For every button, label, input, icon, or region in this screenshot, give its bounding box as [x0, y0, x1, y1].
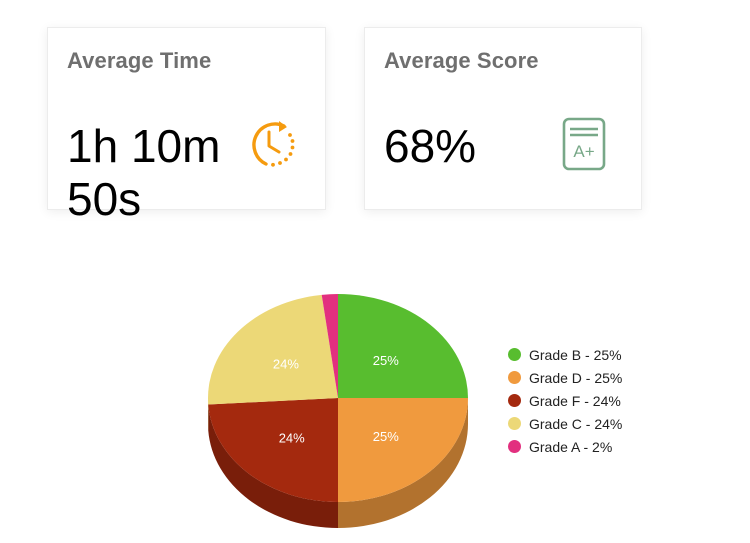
pie-slice-grade-c[interactable]: [208, 294, 338, 405]
legend-dot: [508, 417, 521, 430]
legend-label: Grade B - 25%: [529, 346, 622, 363]
grade-a-plus-icon: A+: [562, 117, 608, 176]
pie-slice-grade-f[interactable]: [208, 398, 338, 502]
slice-label: 24%: [273, 357, 299, 372]
average-score-card: Average Score 68% A+: [364, 27, 642, 210]
legend-dot: [508, 371, 521, 384]
legend-dot: [508, 348, 521, 361]
pie-slice-labels: 25% 25% 24% 24%: [273, 353, 399, 446]
slice-label: 25%: [373, 429, 399, 444]
legend-dot: [508, 394, 521, 407]
slice-label: 25%: [373, 353, 399, 368]
legend-item-grade-b[interactable]: Grade B - 25%: [508, 343, 622, 366]
legend-label: Grade F - 24%: [529, 392, 621, 409]
slice-label: 24%: [279, 430, 305, 445]
svg-text:A+: A+: [573, 142, 594, 161]
legend-label: Grade C - 24%: [529, 415, 623, 432]
pie-slice-grade-d[interactable]: [338, 398, 468, 502]
average-score-title: Average Score: [384, 48, 539, 73]
chart-legend: Grade B - 25% Grade D - 25% Grade F - 24…: [508, 343, 622, 458]
legend-dot: [508, 440, 521, 453]
pie-slice-grade-a[interactable]: [321, 294, 338, 398]
legend-item-grade-a[interactable]: Grade A - 2%: [508, 435, 622, 458]
legend-item-grade-d[interactable]: Grade D - 25%: [508, 366, 622, 389]
average-score-value: 68%: [384, 120, 477, 172]
clock-history-icon: [246, 118, 298, 175]
pie-slice-grade-b[interactable]: [338, 294, 468, 398]
pie-slices: [208, 294, 468, 502]
legend-label: Grade A - 2%: [529, 438, 613, 455]
legend-label: Grade D - 25%: [529, 369, 623, 386]
legend-item-grade-f[interactable]: Grade F - 24%: [508, 389, 622, 412]
pie-depth: [208, 398, 468, 528]
average-time-card: Average Time 1h 10m 50s: [47, 27, 326, 225]
average-time-title: Average Time: [67, 48, 212, 73]
average-time-value: 1h 10m 50s: [67, 120, 221, 225]
legend-item-grade-c[interactable]: Grade C - 24%: [508, 412, 622, 435]
